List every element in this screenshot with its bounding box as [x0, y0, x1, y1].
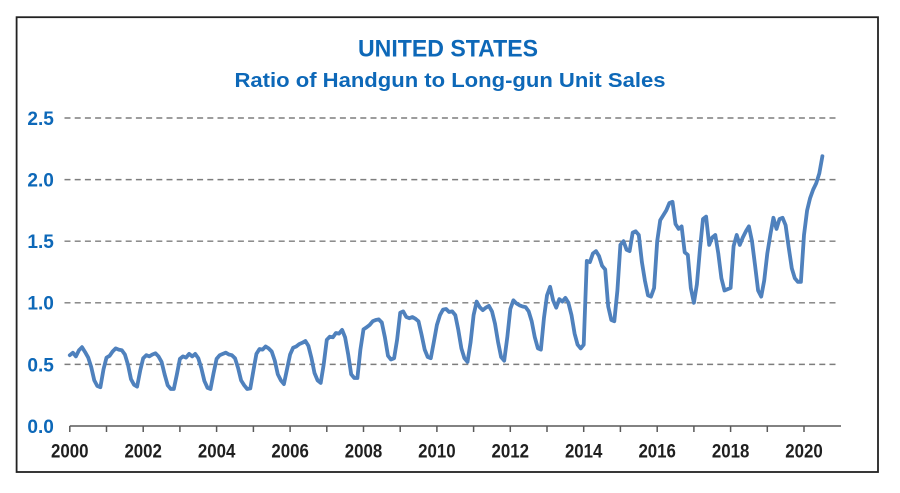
svg-text:2002: 2002 — [124, 442, 162, 463]
svg-text:2018: 2018 — [712, 442, 750, 463]
svg-text:1.5: 1.5 — [27, 232, 54, 253]
svg-text:2014: 2014 — [565, 442, 603, 463]
svg-text:1.0: 1.0 — [27, 294, 54, 315]
svg-text:2000: 2000 — [51, 442, 89, 463]
svg-text:2.0: 2.0 — [27, 171, 54, 192]
svg-text:2006: 2006 — [271, 442, 309, 463]
svg-text:Ratio of Handgun to Long-gun U: Ratio of Handgun to Long-gun Unit Sales — [235, 70, 666, 92]
svg-text:0.0: 0.0 — [27, 417, 54, 438]
svg-text:0.5: 0.5 — [27, 355, 54, 376]
svg-text:2004: 2004 — [198, 442, 236, 463]
svg-text:2010: 2010 — [418, 442, 456, 463]
svg-text:2008: 2008 — [345, 442, 383, 463]
svg-text:2012: 2012 — [492, 442, 530, 463]
svg-text:2016: 2016 — [638, 442, 676, 463]
svg-text:2.5: 2.5 — [27, 109, 54, 130]
svg-text:2020: 2020 — [785, 442, 823, 463]
svg-text:UNITED STATES: UNITED STATES — [358, 37, 538, 63]
